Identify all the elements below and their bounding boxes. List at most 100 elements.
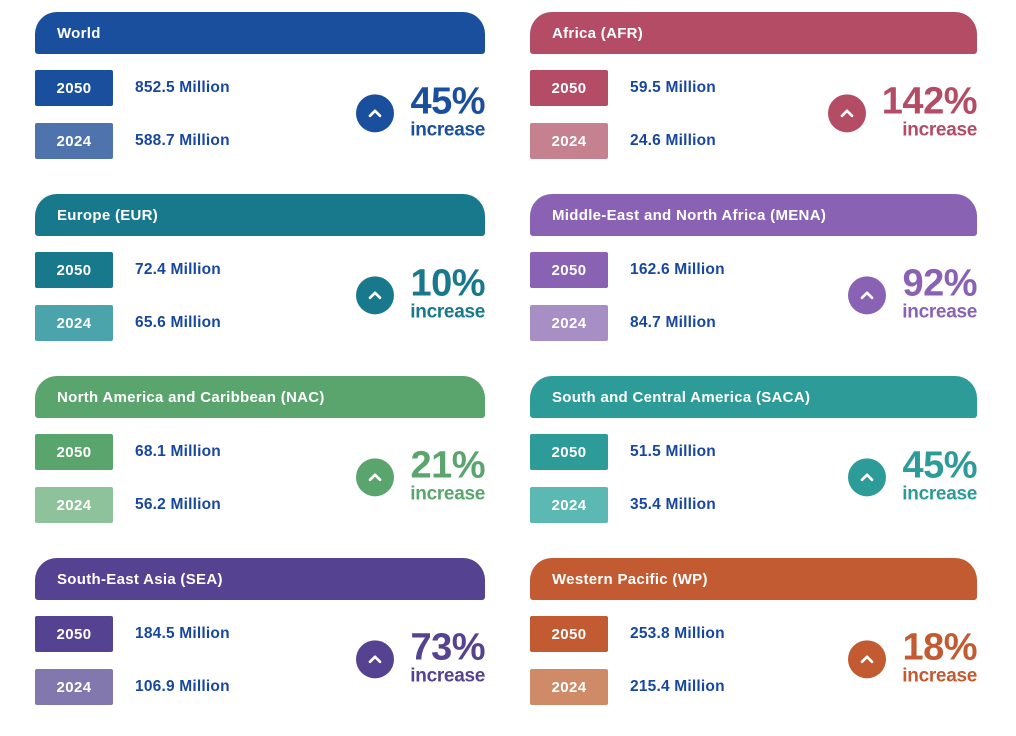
stat-row-2024: 2024 215.4 Million	[530, 669, 977, 705]
increase-label: increase	[902, 118, 977, 140]
increase-percent: 45%	[410, 79, 485, 122]
region-name: Western Pacific (WP)	[552, 570, 708, 588]
increase-percent: 92%	[902, 261, 977, 304]
arrow-up-icon	[827, 94, 866, 133]
year-badge-2050: 2050	[35, 70, 113, 106]
increase-label: increase	[410, 664, 485, 686]
card-body: 2050 68.1 Million 2024 56.2 Million 21% …	[35, 434, 485, 523]
year-badge-2024: 2024	[35, 669, 113, 705]
region-card-eur: Europe (EUR) 2050 72.4 Million 2024 65.6…	[35, 194, 485, 341]
year-badge-2024: 2024	[35, 487, 113, 523]
arrow-up-icon	[356, 276, 395, 315]
region-name: Africa (AFR)	[552, 24, 644, 42]
region-card-world: World 2050 852.5 Million 2024 588.7 Mill…	[35, 12, 485, 159]
arrow-up-icon	[848, 458, 887, 497]
value-2050: 184.5 Million	[135, 625, 230, 642]
increase-label: increase	[902, 664, 977, 686]
arrow-up-icon	[848, 276, 887, 315]
increase-text: 142% increase	[881, 79, 978, 141]
stat-row-2050: 2050 72.4 Million	[35, 252, 485, 288]
region-header: Africa (AFR)	[530, 12, 977, 54]
year-badge-2024: 2024	[530, 123, 608, 159]
increase-indicator: 142% increase	[827, 79, 978, 141]
increase-text: 10% increase	[410, 261, 485, 323]
stat-row-2024: 2024 84.7 Million	[530, 305, 977, 341]
increase-text: 21% increase	[410, 443, 485, 505]
increase-percent: 18%	[902, 625, 977, 668]
increase-text: 92% increase	[902, 261, 977, 323]
value-2024: 24.6 Million	[630, 132, 716, 149]
value-2050: 162.6 Million	[630, 261, 725, 278]
value-2050: 68.1 Million	[135, 443, 221, 460]
value-2050: 72.4 Million	[135, 261, 221, 278]
stat-row-2024: 2024 106.9 Million	[35, 669, 485, 705]
value-2024: 106.9 Million	[135, 678, 230, 695]
increase-text: 18% increase	[902, 625, 977, 687]
region-header: South-East Asia (SEA)	[35, 558, 485, 600]
year-badge-2050: 2050	[35, 434, 113, 470]
year-badge-2050: 2050	[35, 252, 113, 288]
region-name: World	[57, 24, 101, 42]
increase-label: increase	[410, 482, 485, 504]
stat-row-2050: 2050 68.1 Million	[35, 434, 485, 470]
increase-indicator: 73% increase	[356, 628, 485, 687]
stat-row-2050: 2050 51.5 Million	[530, 434, 977, 470]
stat-row-2024: 2024 56.2 Million	[35, 487, 485, 523]
region-header: Europe (EUR)	[35, 194, 485, 236]
arrow-up-icon	[356, 94, 395, 133]
increase-percent: 21%	[410, 443, 485, 486]
increase-text: 73% increase	[410, 628, 485, 687]
increase-percent: 45%	[902, 443, 977, 486]
card-body: 2050 184.5 Million 2024 106.9 Million 73…	[35, 616, 485, 705]
value-2024: 215.4 Million	[630, 678, 725, 695]
stat-row-2024: 2024 24.6 Million	[530, 123, 977, 159]
value-2024: 84.7 Million	[630, 314, 716, 331]
arrow-up-icon	[356, 640, 395, 679]
year-badge-2050: 2050	[530, 70, 608, 106]
card-body: 2050 59.5 Million 2024 24.6 Million 142%…	[530, 70, 978, 159]
increase-label: increase	[410, 118, 485, 140]
arrow-up-icon	[356, 458, 395, 497]
increase-label: increase	[410, 300, 485, 322]
region-name: Europe (EUR)	[57, 206, 159, 224]
region-card-nac: North America and Caribbean (NAC) 2050 6…	[35, 376, 485, 523]
year-badge-2050: 2050	[530, 252, 608, 288]
region-name: South and Central America (SACA)	[552, 388, 811, 406]
value-2024: 588.7 Million	[135, 132, 230, 149]
region-name: South-East Asia (SEA)	[57, 570, 223, 588]
year-badge-2024: 2024	[35, 123, 113, 159]
card-body: 2050 162.6 Million 2024 84.7 Million 92%…	[530, 252, 977, 341]
value-2024: 56.2 Million	[135, 496, 221, 513]
region-card-mena: Middle-East and North Africa (MENA) 2050…	[530, 194, 977, 341]
stat-row-2050: 2050 852.5 Million	[35, 70, 485, 106]
region-card-afr: Africa (AFR) 2050 59.5 Million 2024 24.6…	[530, 12, 978, 159]
increase-text: 45% increase	[902, 443, 977, 505]
increase-indicator: 18% increase	[848, 625, 977, 687]
year-badge-2050: 2050	[530, 616, 608, 652]
value-2050: 51.5 Million	[630, 443, 716, 460]
region-header: Middle-East and North Africa (MENA)	[530, 194, 977, 236]
arrow-up-icon	[848, 640, 887, 679]
region-header: Western Pacific (WP)	[530, 558, 977, 600]
increase-indicator: 92% increase	[848, 261, 977, 323]
increase-percent: 142%	[881, 79, 978, 122]
value-2024: 35.4 Million	[630, 496, 716, 513]
increase-label: increase	[902, 482, 977, 504]
value-2050: 253.8 Million	[630, 625, 725, 642]
year-badge-2024: 2024	[530, 669, 608, 705]
increase-text: 45% increase	[410, 79, 485, 141]
region-header: World	[35, 12, 485, 54]
year-badge-2050: 2050	[530, 434, 608, 470]
stat-row-2024: 2024 65.6 Million	[35, 305, 485, 341]
region-header: North America and Caribbean (NAC)	[35, 376, 485, 418]
increase-indicator: 21% increase	[356, 443, 485, 505]
stat-row-2050: 2050 59.5 Million	[530, 70, 977, 106]
increase-percent: 10%	[410, 261, 485, 304]
region-card-saca: South and Central America (SACA) 2050 51…	[530, 376, 977, 523]
stat-row-2050: 2050 162.6 Million	[530, 252, 977, 288]
card-body: 2050 852.5 Million 2024 588.7 Million 45…	[35, 70, 485, 159]
region-name: North America and Caribbean (NAC)	[57, 388, 325, 406]
stat-row-2050: 2050 253.8 Million	[530, 616, 977, 652]
card-body: 2050 253.8 Million 2024 215.4 Million 18…	[530, 616, 977, 705]
region-card-wp: Western Pacific (WP) 2050 253.8 Million …	[530, 558, 977, 705]
